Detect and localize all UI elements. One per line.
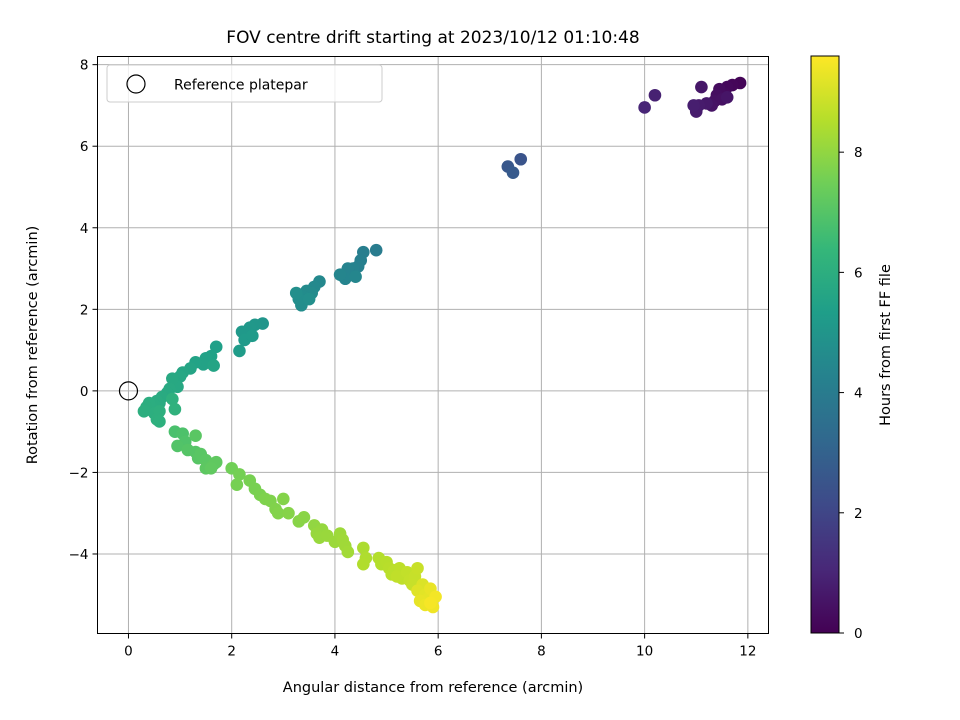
data-points — [137, 76, 747, 614]
colorbar-label: Hours from first FF file — [878, 264, 894, 426]
data-point — [137, 404, 151, 418]
x-tick-label: 12 — [739, 644, 756, 660]
data-point — [638, 101, 651, 114]
y-tick-label: −4 — [69, 547, 89, 563]
y-tick-label: 6 — [80, 139, 89, 155]
data-point — [246, 329, 259, 343]
colorbar-gradient — [811, 56, 839, 633]
colorbar-frame — [810, 55, 840, 634]
x-tick-label: 0 — [124, 644, 133, 660]
data-point — [271, 506, 285, 520]
colorbar: 0 2 4 6 8 Hours from first FF file — [810, 55, 894, 642]
x-tick-label: 2 — [227, 644, 236, 660]
data-point — [282, 506, 295, 520]
x-tick-label: 4 — [331, 644, 340, 660]
data-point — [687, 99, 700, 112]
colorbar-tick-label: 0 — [854, 626, 863, 642]
reference-point — [118, 381, 139, 401]
data-point — [168, 402, 182, 416]
data-point — [233, 468, 246, 481]
legend: Reference platepar — [106, 64, 383, 103]
data-point — [204, 462, 218, 475]
data-point — [411, 561, 424, 575]
legend-box — [106, 64, 383, 103]
data-point — [357, 541, 370, 555]
y-tick-label: 4 — [80, 221, 89, 237]
colorbar-tick-label: 2 — [854, 506, 863, 522]
data-point — [209, 340, 223, 354]
data-point — [233, 344, 246, 358]
x-axis-ticks: 0 2 4 6 8 10 12 — [124, 633, 756, 660]
y-axis-label: Rotation from reference (arcmin) — [25, 226, 41, 465]
chart-title: FOV centre drift starting at 2023/10/12 … — [226, 28, 639, 48]
data-point — [648, 88, 662, 102]
data-point — [720, 90, 734, 104]
y-axis-ticks: −4 −2 0 2 4 6 8 — [69, 58, 98, 563]
colorbar-tick-label: 4 — [854, 386, 863, 402]
data-point — [349, 270, 362, 283]
data-point — [189, 429, 202, 443]
plot-frame — [97, 56, 769, 634]
data-point — [390, 570, 404, 583]
data-point — [297, 510, 311, 524]
data-point — [289, 286, 303, 300]
grid — [97, 56, 769, 634]
data-point — [695, 80, 708, 94]
y-tick-label: 0 — [80, 384, 89, 400]
data-point — [171, 439, 184, 453]
legend-label: Reference platepar — [174, 78, 308, 94]
data-point — [333, 268, 347, 281]
y-tick-label: −2 — [69, 465, 89, 481]
legend-marker — [126, 74, 146, 94]
data-point — [341, 545, 355, 559]
x-tick-label: 6 — [434, 644, 443, 660]
data-point — [424, 596, 437, 610]
data-point — [153, 415, 166, 428]
y-tick-label: 8 — [80, 58, 89, 74]
data-point — [357, 557, 370, 571]
data-point — [166, 372, 179, 385]
colorbar-ticks: 0 2 4 6 8 — [839, 145, 863, 642]
y-tick-label: 2 — [80, 302, 89, 318]
x-tick-label: 10 — [636, 644, 653, 660]
data-point — [230, 478, 244, 491]
data-point — [369, 243, 383, 257]
colorbar-tick-label: 6 — [854, 265, 863, 281]
data-point — [514, 152, 528, 166]
colorbar-tick-label: 8 — [854, 145, 863, 161]
data-point — [166, 392, 179, 406]
data-point — [277, 492, 290, 506]
data-point — [302, 292, 316, 306]
x-tick-label: 8 — [537, 644, 546, 660]
data-point — [506, 166, 520, 180]
x-axis-label: Angular distance from reference (arcmin) — [283, 680, 583, 696]
data-point — [207, 359, 220, 372]
